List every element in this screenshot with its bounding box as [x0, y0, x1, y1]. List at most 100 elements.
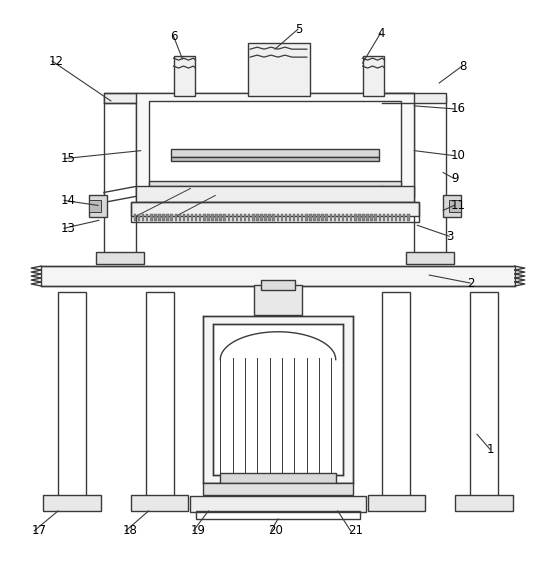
Text: 14: 14 [61, 194, 76, 207]
Bar [260, 214, 263, 222]
Bar [171, 148, 379, 156]
Bar [203, 316, 353, 483]
Text: 20: 20 [268, 524, 283, 537]
Bar [190, 496, 365, 512]
Bar [195, 214, 198, 222]
Bar [281, 214, 283, 222]
Bar [455, 495, 513, 511]
Bar [272, 214, 275, 222]
Bar [362, 214, 365, 222]
Bar [191, 214, 193, 222]
Bar [96, 252, 143, 264]
Bar [138, 214, 140, 222]
Bar [187, 214, 189, 222]
Bar [142, 214, 145, 222]
Polygon shape [104, 93, 136, 103]
Bar [301, 214, 304, 222]
Bar [406, 252, 454, 264]
Text: 8: 8 [459, 59, 466, 73]
Bar [134, 214, 136, 222]
Bar [470, 292, 498, 501]
Bar [228, 214, 230, 222]
Bar [321, 214, 324, 222]
Bar [313, 214, 316, 222]
Bar [334, 214, 336, 222]
Bar [382, 292, 410, 501]
Bar [248, 43, 310, 96]
Bar [293, 214, 295, 222]
Bar [207, 214, 210, 222]
Bar [43, 495, 101, 511]
Bar [399, 214, 401, 222]
Text: 3: 3 [446, 230, 454, 243]
Bar [182, 214, 185, 222]
Bar [403, 214, 406, 222]
Bar [383, 214, 385, 222]
Bar [203, 214, 205, 222]
Bar [146, 214, 148, 222]
Bar [288, 214, 291, 222]
Bar [264, 214, 267, 222]
Bar [309, 214, 311, 222]
Bar [354, 214, 357, 222]
Bar [215, 214, 218, 222]
Bar [154, 214, 157, 222]
Bar [196, 511, 359, 519]
Bar [41, 266, 515, 286]
Bar [162, 214, 165, 222]
Bar [252, 214, 254, 222]
Bar [89, 200, 101, 212]
Bar [199, 214, 201, 222]
Bar [305, 214, 307, 222]
Polygon shape [104, 187, 136, 202]
Bar [407, 214, 410, 222]
Bar [338, 214, 340, 222]
Text: 15: 15 [61, 152, 76, 165]
Text: 1: 1 [487, 443, 494, 456]
Bar [244, 214, 247, 222]
Text: 11: 11 [451, 199, 466, 212]
Bar [374, 214, 377, 222]
Polygon shape [382, 93, 415, 103]
Bar [89, 195, 107, 218]
Bar [277, 214, 279, 222]
Bar [174, 56, 195, 96]
Bar [318, 214, 320, 222]
Text: 19: 19 [190, 524, 205, 537]
Bar [136, 93, 415, 198]
Bar [179, 214, 181, 222]
Bar [248, 214, 251, 222]
Bar [203, 483, 353, 495]
Bar [171, 156, 379, 160]
Text: 17: 17 [31, 524, 46, 537]
Bar [261, 280, 295, 290]
Text: 5: 5 [295, 23, 302, 36]
Text: 18: 18 [123, 524, 138, 537]
Text: 2: 2 [467, 276, 474, 289]
Bar [166, 214, 169, 222]
Polygon shape [382, 187, 415, 202]
Bar [395, 214, 397, 222]
Bar [254, 285, 302, 315]
Bar [148, 101, 401, 188]
Bar [325, 214, 328, 222]
Bar [256, 214, 258, 222]
Text: 6: 6 [171, 30, 178, 43]
Bar [158, 214, 161, 222]
Bar [104, 93, 446, 103]
Bar [235, 214, 238, 222]
Bar [350, 214, 353, 222]
Bar [378, 214, 381, 222]
Text: 16: 16 [451, 102, 466, 115]
Bar [146, 292, 174, 501]
Bar [223, 214, 226, 222]
Text: 13: 13 [61, 222, 76, 235]
Bar [346, 214, 348, 222]
Bar [232, 214, 234, 222]
Bar [219, 214, 222, 222]
Bar [449, 200, 461, 212]
Bar [387, 214, 389, 222]
Text: 10: 10 [451, 149, 466, 162]
Bar [131, 495, 189, 511]
Bar [220, 473, 336, 483]
